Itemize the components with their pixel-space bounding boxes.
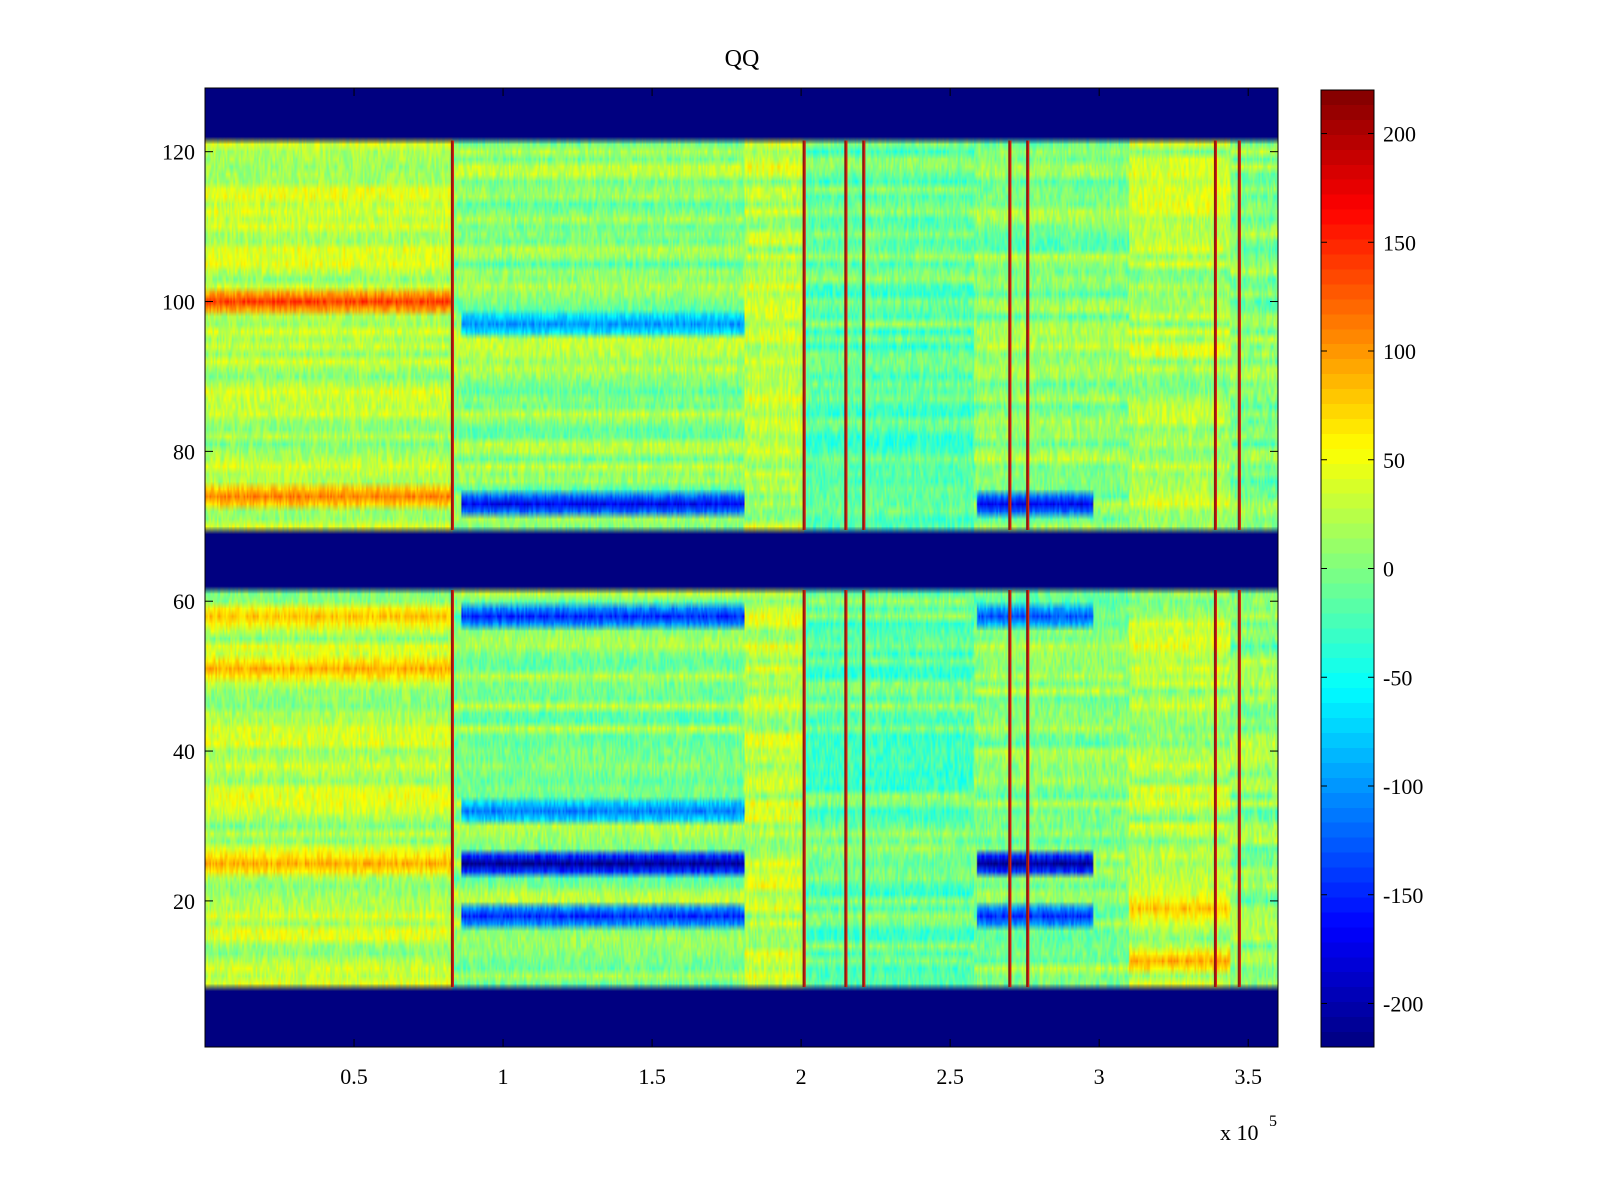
colorbar-tick-label-2: 100 [1383, 339, 1416, 364]
spike-lines [450, 140, 1241, 988]
colorbar-tick-label-3: 50 [1383, 448, 1405, 473]
x-tick-label-6: 3.5 [1234, 1064, 1262, 1089]
y-tick-label-3: 80 [173, 439, 195, 464]
colorbar-tick-label-4: 0 [1383, 557, 1394, 582]
y-tick-label-0: 20 [173, 889, 195, 914]
x-exponent-base: x 10 [1220, 1120, 1259, 1145]
colorbar-tick-label-0: 200 [1383, 122, 1416, 147]
y-axis: 20 40 60 80 100 120 [162, 140, 1278, 914]
y-tick-label-4: 100 [162, 290, 195, 315]
x-tick-label-5: 3 [1094, 1064, 1105, 1089]
x-tick-label-0: 0.5 [340, 1064, 368, 1089]
colorbar-gradient [1321, 90, 1374, 1047]
x-tick-label-2: 1.5 [638, 1064, 666, 1089]
x-axis: 0.5 1 1.5 2 2.5 3 3.5 [340, 88, 1262, 1089]
colorbar-tick-label-5: -50 [1383, 665, 1412, 690]
x-tick-label-3: 2 [796, 1064, 807, 1089]
y-tick-label-1: 40 [173, 739, 195, 764]
colorbar-tick-label-1: 150 [1383, 230, 1416, 255]
heatmap-image [205, 88, 1278, 1047]
colorbar-tick-label-6: -100 [1383, 774, 1423, 799]
colorbar-tick-label-7: -150 [1383, 883, 1423, 908]
y-tick-label-5: 120 [162, 140, 195, 165]
colorbar-tick-label-8: -200 [1383, 992, 1423, 1017]
chart-title: QQ [725, 46, 760, 72]
plot-area: 0.5 1 1.5 2 2.5 3 3.5 20 40 60 80 100 120 x 10 5 [162, 87, 1279, 1145]
plot-frame [204, 87, 1279, 1048]
x-exponent-label: x 10 [1220, 1120, 1259, 1145]
x-exponent-power: 5 [1269, 1113, 1277, 1130]
x-tick-label-1: 1 [498, 1064, 509, 1089]
colorbar: 200 150 100 50 0 -50 -100 -150 -200 [1320, 89, 1423, 1048]
x-tick-label-4: 2.5 [936, 1064, 964, 1089]
colorbar-ticks: 200 150 100 50 0 -50 -100 -150 -200 [1321, 122, 1423, 1017]
y-tick-label-2: 60 [173, 589, 195, 614]
